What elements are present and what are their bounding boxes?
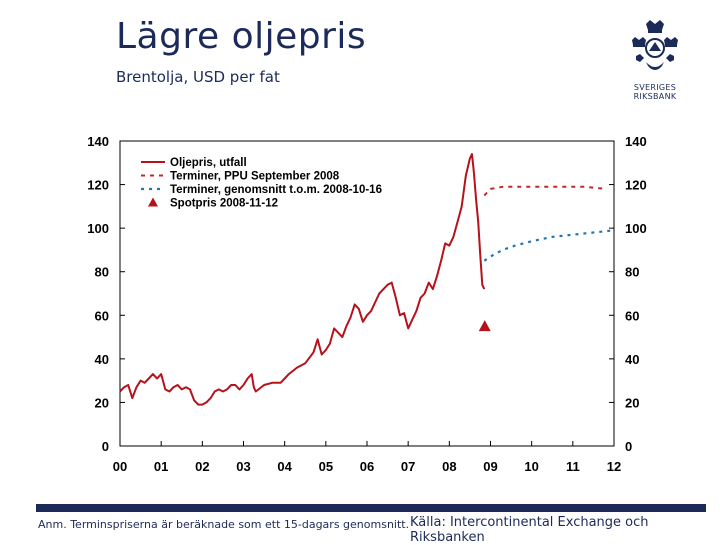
y-tick-label-left: 0 [102,439,109,454]
x-tick-label: 00 [113,459,127,474]
chart-subtitle: Brentolja, USD per fat [116,68,280,86]
x-tick-label: 11 [566,459,580,474]
chart-legend: Oljepris, utfall Terminer, PPU September … [141,157,382,210]
series-line-outcome [119,153,486,406]
footnote: Anm. Terminspriserna är beräknade som et… [38,518,410,531]
x-tick-label: 07 [401,459,415,474]
spot-price-marker [478,320,491,332]
y-tick-label-left: 120 [87,178,109,193]
y-tick-label-right: 100 [625,221,647,236]
logo-line-2: RIKSBANK [633,92,677,101]
page-title: Lägre oljepris [116,16,367,57]
y-tick-label-right: 0 [625,439,632,454]
y-tick-label-left: 100 [87,221,109,236]
x-tick-label: 03 [236,459,250,474]
y-tick-label-left: 40 [95,352,109,367]
x-tick-label: 08 [442,459,456,474]
x-tick-label: 04 [277,459,292,474]
y-tick-label-left: 80 [95,265,109,280]
y-tick-label-right: 140 [625,134,647,149]
y-tick-label-right: 20 [625,395,639,410]
riksbank-logo: SVERIGES RIKSBANK [626,18,684,101]
series-line-average-forward [483,229,615,262]
x-tick-label: 10 [524,459,538,474]
y-tick-label-right: 120 [625,178,647,193]
legend-label: Spotpris 2008-11-12 [170,198,278,210]
y-tick-label-right: 60 [625,308,639,323]
series-line-ppu-forward [483,185,606,197]
x-tick-label: 01 [154,459,168,474]
chart-series [119,153,615,406]
y-tick-label-left: 20 [95,395,109,410]
legend-label: Terminer, PPU September 2008 [170,171,340,183]
x-tick-label: 06 [360,459,374,474]
x-tick-label: 05 [319,459,333,474]
x-tick-label: 09 [483,459,497,474]
legend-label: Terminer, genomsnitt t.o.m. 2008-10-16 [170,184,382,196]
x-tick-label: 02 [195,459,209,474]
legend-marker-spot [148,197,158,207]
legend-label: Oljepris, utfall [170,157,247,169]
logo-line-1: SVERIGES [633,83,677,92]
crown-emblem-icon [632,20,678,70]
y-tick-label-right: 80 [625,265,639,280]
source-text: Källa: Intercontinental Exchange och Rik… [410,515,649,545]
x-tick-label: 12 [607,459,621,474]
y-tick-label-left: 60 [95,308,109,323]
footer-divider [36,504,706,512]
y-tick-label-right: 40 [625,352,639,367]
y-tick-label-left: 140 [87,134,109,149]
